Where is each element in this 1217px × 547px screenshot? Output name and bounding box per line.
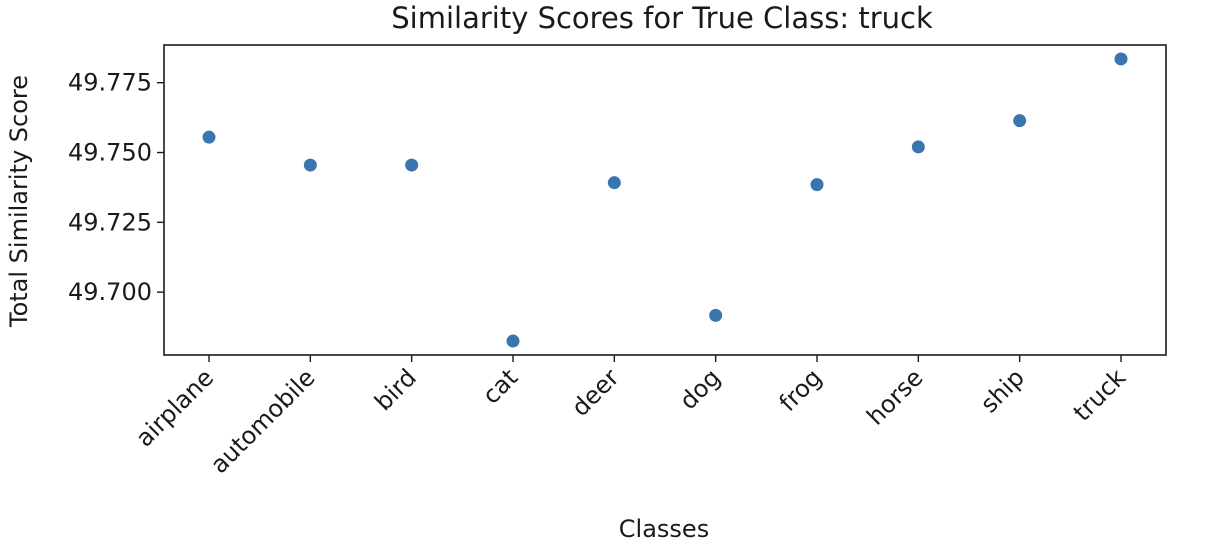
x-tick-label-frog: frog (774, 363, 828, 417)
y-axis-ticks: 49.700 49.725 49.750 49.775 (68, 69, 164, 306)
data-point-dog (709, 308, 723, 322)
x-tick-label-automobile: automobile (205, 363, 321, 479)
y-tick-label: 49.750 (68, 139, 152, 167)
x-tick-label-horse: horse (861, 363, 928, 430)
y-tick-label: 49.775 (68, 69, 152, 97)
data-point-ship (1013, 114, 1027, 128)
chart-title: Similarity Scores for True Class: truck (391, 1, 933, 35)
y-axis-label: Total Similarity Score (5, 75, 33, 328)
x-tick-label-cat: cat (477, 363, 523, 409)
data-point-automobile (303, 158, 317, 172)
data-point-truck (1114, 52, 1128, 66)
data-point-bird (405, 158, 419, 172)
x-tick-label-dog: dog (674, 363, 726, 415)
data-point-cat (506, 334, 520, 348)
x-tick-label-deer: deer (566, 363, 625, 422)
y-tick-label: 49.725 (68, 208, 152, 236)
x-axis-label: Classes (619, 515, 709, 543)
x-tick-label-airplane: airplane (130, 363, 219, 452)
data-points (202, 52, 1128, 348)
y-tick-label: 49.700 (68, 278, 152, 306)
data-point-horse (911, 140, 925, 154)
x-tick-label-truck: truck (1068, 363, 1131, 426)
x-tick-label-ship: ship (975, 363, 1030, 418)
x-tick-label-bird: bird (369, 363, 422, 416)
data-point-deer (607, 176, 621, 190)
axes-frame (163, 44, 1167, 356)
data-point-frog (810, 178, 824, 192)
data-point-airplane (202, 130, 216, 144)
plot-area: 49.700 49.725 49.750 49.775 airplaneautomob… (68, 44, 1167, 479)
